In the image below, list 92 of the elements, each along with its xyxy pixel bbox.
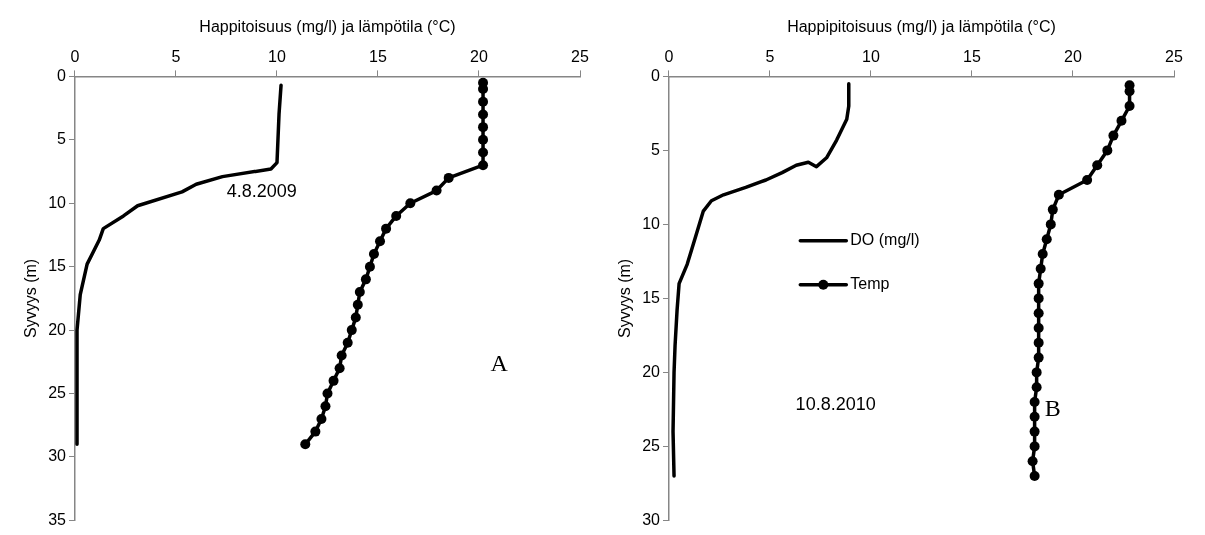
y-tick-label: 15 <box>642 288 661 306</box>
point <box>316 413 327 424</box>
x-tick-label: 25 <box>571 48 589 66</box>
point <box>364 261 375 272</box>
x-tick-label: 20 <box>470 48 488 66</box>
point <box>346 325 357 336</box>
x-tick-label: 10 <box>268 48 286 66</box>
point <box>391 210 402 221</box>
point <box>354 287 365 298</box>
point <box>478 147 489 158</box>
y-tick-label: 5 <box>57 130 67 148</box>
point <box>375 236 386 247</box>
annotation: B <box>1044 394 1061 421</box>
y-axis-title: Syvyys (m) <box>616 258 634 338</box>
point <box>1033 352 1044 363</box>
x-axis-title: Happipitoisuus (mg/l) ja lämpötila (°C) <box>787 18 1056 36</box>
point <box>1029 426 1040 437</box>
point <box>1033 308 1044 319</box>
point <box>310 426 321 437</box>
point <box>478 134 489 145</box>
point <box>1092 160 1103 171</box>
y-tick-label: 35 <box>48 510 67 528</box>
x-tick-label: 0 <box>664 48 674 66</box>
x-tick-label: 5 <box>765 48 775 66</box>
x-axis-title: Happitoisuus (mg/l) ja lämpötila (°C) <box>199 18 456 36</box>
point <box>1033 278 1044 289</box>
y-tick-label: 15 <box>48 257 67 275</box>
point <box>405 198 416 209</box>
point <box>1035 263 1046 274</box>
point <box>1082 175 1093 185</box>
point <box>334 363 345 374</box>
point <box>1029 397 1040 407</box>
y-tick-label: 10 <box>48 193 67 211</box>
annotation: 10.8.2010 <box>795 393 876 414</box>
point <box>1041 234 1052 245</box>
point <box>368 249 379 259</box>
point <box>328 375 339 386</box>
point <box>1124 101 1135 111</box>
point <box>336 350 347 361</box>
point <box>342 337 353 348</box>
y-tick-label: 10 <box>642 214 661 232</box>
point <box>478 122 489 133</box>
x-tick-label: 25 <box>1165 48 1183 66</box>
point <box>1033 337 1044 348</box>
x-tick-label: 0 <box>70 48 80 66</box>
y-tick-label: 5 <box>651 140 661 158</box>
y-tick-label: 30 <box>642 510 661 528</box>
point <box>1047 204 1058 215</box>
annotation: A <box>490 350 509 377</box>
legend-label: Temp <box>850 275 890 293</box>
annotation: 4.8.2009 <box>226 180 297 201</box>
x-tick-label: 10 <box>862 48 880 66</box>
y-tick-label: 0 <box>651 66 661 84</box>
point <box>443 172 454 183</box>
x-tick-label: 15 <box>369 48 387 66</box>
x-tick-label: 5 <box>171 48 181 66</box>
y-tick-label: 25 <box>48 383 67 401</box>
point <box>352 299 363 310</box>
point <box>431 185 442 196</box>
point <box>478 109 489 120</box>
y-axis-title: Syvyys (m) <box>22 258 40 338</box>
y-tick-label: 25 <box>642 436 661 454</box>
point <box>1033 323 1044 333</box>
point <box>1108 130 1119 141</box>
point <box>478 160 489 171</box>
point <box>1116 115 1127 126</box>
y-tick-label: 30 <box>48 447 67 465</box>
point <box>478 96 489 107</box>
point <box>1029 441 1040 452</box>
x-tick-label: 15 <box>963 48 981 66</box>
y-tick-label: 20 <box>642 362 661 380</box>
point <box>1045 219 1056 230</box>
point <box>350 312 361 323</box>
point <box>300 439 311 450</box>
point <box>381 223 392 234</box>
point <box>320 401 331 412</box>
point <box>1027 456 1038 467</box>
point <box>1037 249 1048 259</box>
y-tick-label: 0 <box>57 66 67 84</box>
x-tick-label: 20 <box>1064 48 1082 66</box>
point <box>360 274 371 285</box>
legend-label: DO (mg/l) <box>850 231 920 249</box>
point <box>1031 382 1042 393</box>
point <box>322 388 333 399</box>
point <box>1029 411 1040 422</box>
point <box>1029 471 1040 481</box>
point <box>1102 145 1113 156</box>
point <box>1053 189 1064 200</box>
y-tick-label: 20 <box>48 320 67 338</box>
point <box>478 84 489 95</box>
point <box>1031 367 1042 378</box>
point <box>1033 293 1044 304</box>
